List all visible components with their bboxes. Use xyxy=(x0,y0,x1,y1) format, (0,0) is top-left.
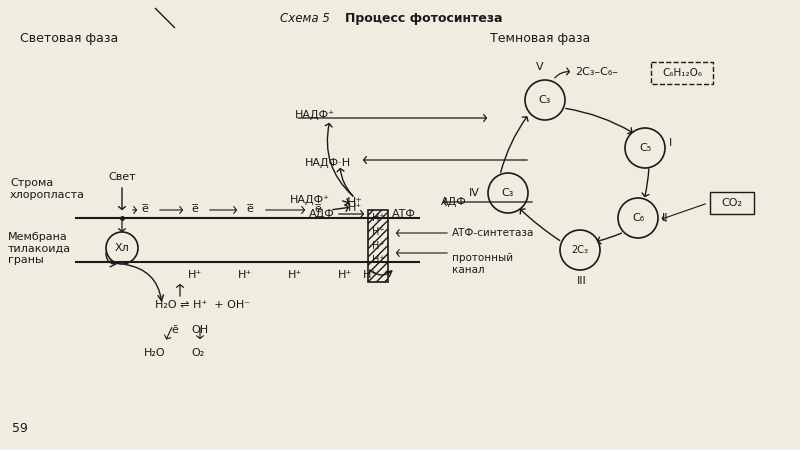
Text: C₅: C₅ xyxy=(639,143,651,153)
Text: e̅: e̅ xyxy=(142,204,149,214)
Text: H⁺: H⁺ xyxy=(363,270,377,280)
Text: Световая фаза: Световая фаза xyxy=(20,32,118,45)
Bar xyxy=(710,192,754,214)
Text: e̅: e̅ xyxy=(246,204,254,214)
Bar xyxy=(651,62,713,84)
Text: НАДФ⁺: НАДФ⁺ xyxy=(295,110,335,120)
Text: O₂: O₂ xyxy=(191,348,205,358)
Bar xyxy=(368,210,388,282)
Text: Темновая фаза: Темновая фаза xyxy=(490,32,590,45)
Text: 2C₃: 2C₃ xyxy=(571,245,589,255)
Text: C₃: C₃ xyxy=(539,95,551,105)
Text: Процесс фотосинтеза: Процесс фотосинтеза xyxy=(345,12,502,25)
Text: IV: IV xyxy=(469,188,480,198)
Text: H⁺: H⁺ xyxy=(372,213,384,223)
Text: H⁺: H⁺ xyxy=(188,270,202,280)
Text: H₂O: H₂O xyxy=(144,348,166,358)
Text: I: I xyxy=(669,138,672,148)
Text: OH: OH xyxy=(191,325,209,335)
Text: H⁺: H⁺ xyxy=(372,255,384,265)
Text: H⁺: H⁺ xyxy=(347,197,363,210)
Text: Мембрана
тилакоида
граны: Мембрана тилакоида граны xyxy=(8,232,71,265)
Text: H⁺: H⁺ xyxy=(338,270,352,280)
Text: H⁺: H⁺ xyxy=(348,203,362,213)
Text: e̅: e̅ xyxy=(314,204,322,214)
Text: H⁺: H⁺ xyxy=(372,241,384,251)
Text: II: II xyxy=(662,213,669,223)
Text: H⁺: H⁺ xyxy=(372,227,384,237)
Text: Строма
хлоропласта: Строма хлоропласта xyxy=(10,178,85,200)
Text: C₃: C₃ xyxy=(502,188,514,198)
Text: H⁺: H⁺ xyxy=(288,270,302,280)
Text: НАДФ⁺: НАДФ⁺ xyxy=(290,195,330,205)
Text: НАДФ·Н: НАДФ·Н xyxy=(305,158,351,168)
Text: Свет: Свет xyxy=(108,172,136,182)
Text: CO₂: CO₂ xyxy=(722,198,742,208)
Text: C₆: C₆ xyxy=(632,213,644,223)
Text: V: V xyxy=(536,62,544,72)
Text: АТФ: АТФ xyxy=(392,209,416,219)
Text: 2C₃–C₆–: 2C₃–C₆– xyxy=(575,67,618,77)
Text: АТФ-синтетаза: АТФ-синтетаза xyxy=(452,228,534,238)
Text: III: III xyxy=(577,276,587,286)
Text: ē: ē xyxy=(171,325,178,335)
Text: Схема 5: Схема 5 xyxy=(280,12,330,25)
Text: АДФ: АДФ xyxy=(310,209,335,219)
Text: протонный
канал: протонный канал xyxy=(452,253,513,274)
Text: Хл: Хл xyxy=(114,243,130,253)
Text: e̅: e̅ xyxy=(191,204,198,214)
Text: 59: 59 xyxy=(12,422,28,435)
Text: H₂O ⇌ H⁺  + OH⁻: H₂O ⇌ H⁺ + OH⁻ xyxy=(155,300,250,310)
Text: АДФ: АДФ xyxy=(441,197,466,207)
Text: H⁺: H⁺ xyxy=(238,270,252,280)
Text: C₆H₁₂O₆: C₆H₁₂O₆ xyxy=(662,68,702,78)
